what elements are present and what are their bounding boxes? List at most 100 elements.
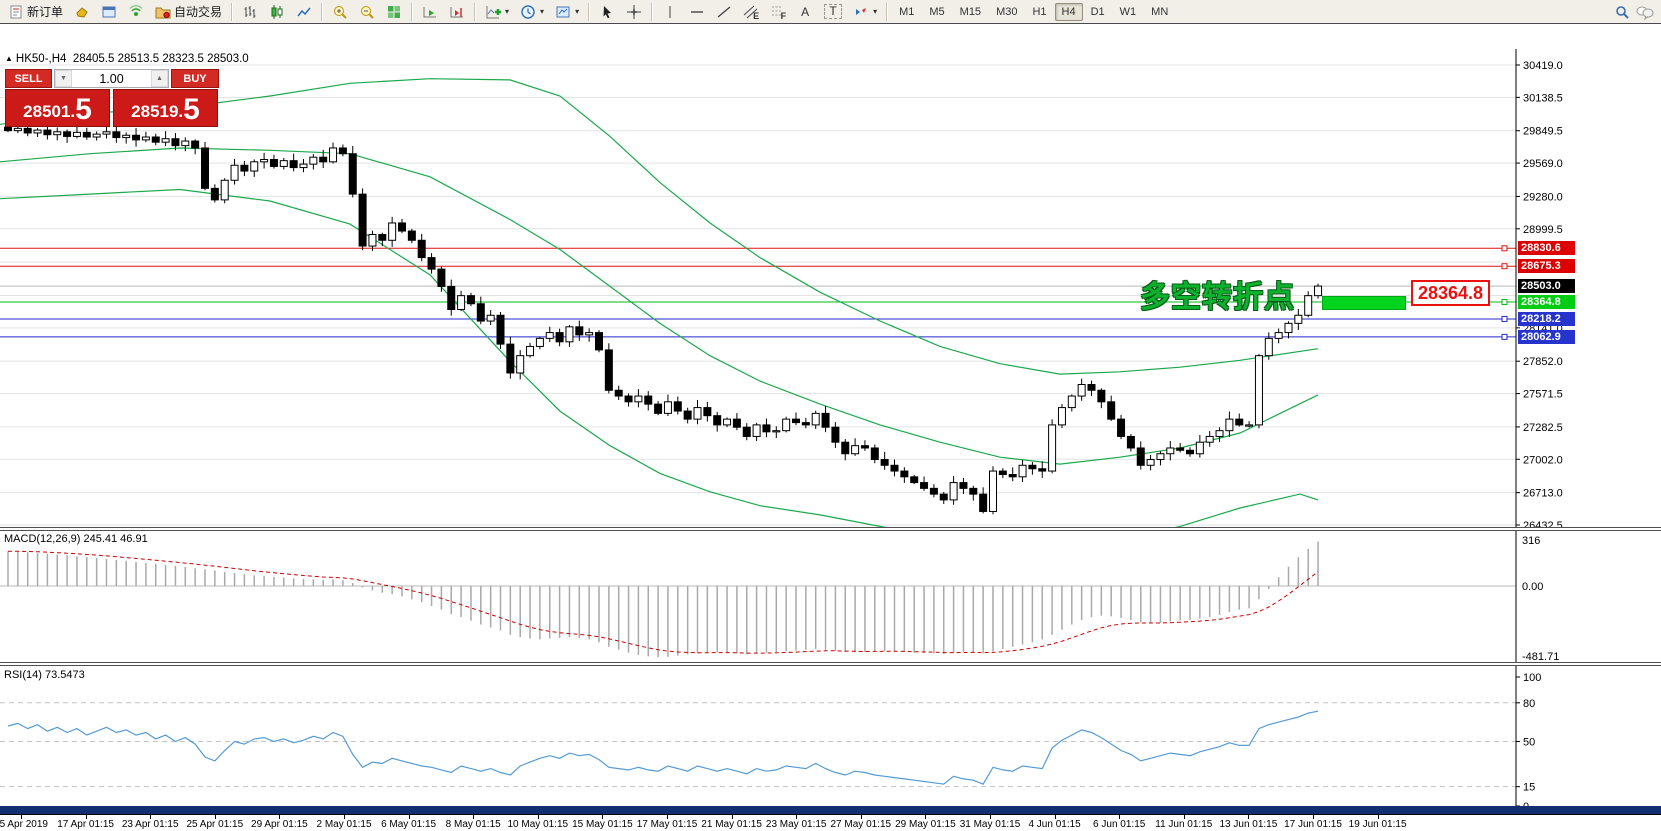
text-button[interactable]: A xyxy=(792,1,818,23)
annotation-price-label[interactable]: 28364.8 xyxy=(1411,280,1491,306)
timeframe-button-M30[interactable]: M30 xyxy=(996,5,1018,18)
price-chart-pane[interactable]: 30419.0 30138.5 29849.5 29569.0 29280.0 28999… xyxy=(0,49,1661,527)
annotation-text[interactable]: 多空转折点 xyxy=(1140,281,1295,314)
equidistant-channel-button[interactable]: E xyxy=(738,1,764,23)
date-label: 2 May 01:15 xyxy=(316,819,372,830)
toolbar-separator xyxy=(588,2,591,21)
annotation-highlight-rect[interactable] xyxy=(1322,296,1406,310)
market-watch-button[interactable] xyxy=(69,1,95,23)
arrows-dropdown-caret[interactable]: ▾ xyxy=(873,7,878,16)
cursor-button[interactable] xyxy=(594,1,620,23)
candle-body xyxy=(289,160,298,169)
axis-label: 28999.5 xyxy=(1523,224,1563,236)
indicators-dropdown-caret[interactable]: ▾ xyxy=(505,7,510,16)
bar-chart-button[interactable] xyxy=(237,1,263,23)
templates-dropdown-caret[interactable]: ▾ xyxy=(575,7,580,16)
zoom-in-button[interactable] xyxy=(327,1,353,23)
signals-button[interactable] xyxy=(123,1,149,23)
candle-body xyxy=(693,407,702,420)
chart-shift-button[interactable] xyxy=(444,1,470,23)
sell-price-box[interactable]: 28501. 5 xyxy=(5,89,110,127)
candle-body xyxy=(683,410,692,420)
price-tag[interactable]: 28830.6 xyxy=(1518,241,1575,256)
rsi-pane[interactable]: 1008050150 xyxy=(0,666,1661,814)
candle-body xyxy=(604,349,613,391)
timeframe-button-W1[interactable]: W1 xyxy=(1119,5,1137,18)
collapse-arrow-icon[interactable]: ▲ xyxy=(5,54,13,63)
price-tag[interactable]: 28503.0 xyxy=(1518,279,1575,294)
volume-down-button[interactable]: ▼ xyxy=(55,70,72,87)
text-label-icon: T xyxy=(824,4,843,19)
pane-separator[interactable] xyxy=(0,527,1661,531)
vertical-line-button[interactable] xyxy=(657,1,683,23)
volume-stepper: ▼ 1.00 ▲ xyxy=(54,69,169,88)
axis-label: 30138.5 xyxy=(1523,92,1563,104)
timeframe-button-H1[interactable]: H1 xyxy=(1032,5,1047,18)
candle-body xyxy=(654,403,663,414)
indicators-button[interactable]: ▾ xyxy=(480,1,514,23)
arrows-button[interactable]: ▾ xyxy=(848,1,882,23)
price-tag[interactable]: 28062.9 xyxy=(1518,329,1575,344)
candle-body xyxy=(742,426,751,437)
fibonacci-button[interactable]: F xyxy=(765,1,791,23)
auto-scroll-button[interactable] xyxy=(417,1,443,23)
equidistant-channel-icon: E xyxy=(743,4,759,20)
toolbar-separator xyxy=(474,2,477,21)
templates-button[interactable]: ▾ xyxy=(550,1,584,23)
candle-chart-button[interactable] xyxy=(264,1,290,23)
buy-price-box[interactable]: 28519. 5 xyxy=(113,89,218,127)
date-label: 17 May 01:15 xyxy=(636,819,698,830)
candle-body xyxy=(870,447,879,461)
level-handle xyxy=(1501,315,1508,322)
date-label: 19 Jun 01:15 xyxy=(1348,819,1407,830)
buy-button[interactable]: BUY xyxy=(171,69,219,88)
date-axis[interactable]: 15 Apr 2019 17 Apr 01:15 23 Apr 01:15 25 Ap… xyxy=(0,814,1661,831)
date-label: 23 Apr 01:15 xyxy=(121,819,179,830)
timeframe-button-M15[interactable]: M15 xyxy=(959,5,982,18)
pane-separator[interactable] xyxy=(0,662,1661,666)
candle-body xyxy=(526,345,535,357)
timeframe-button-M5[interactable]: M5 xyxy=(929,5,945,18)
candle-body xyxy=(171,138,180,147)
candle-body xyxy=(72,131,81,137)
line-chart-icon xyxy=(296,4,312,20)
tile-windows-icon xyxy=(386,4,402,20)
line-chart-button[interactable] xyxy=(291,1,317,23)
periods-dropdown-caret[interactable]: ▾ xyxy=(540,7,545,16)
tile-windows-button[interactable] xyxy=(381,1,407,23)
chat-icon[interactable] xyxy=(1636,4,1654,20)
volume-input[interactable]: 1.00 xyxy=(99,71,124,86)
timeframe-button-H4[interactable]: H4 xyxy=(1054,2,1083,21)
trendline-button[interactable] xyxy=(711,1,737,23)
candle-body xyxy=(900,470,909,478)
zoom-out-button[interactable] xyxy=(354,1,380,23)
price-tag[interactable]: 28218.2 xyxy=(1518,311,1575,326)
terminal-button[interactable] xyxy=(96,1,122,23)
ohlc-values: 28405.5 28513.5 28323.5 28503.0 xyxy=(72,53,249,65)
candle-body xyxy=(1117,418,1126,437)
horizontal-line-button[interactable] xyxy=(684,1,710,23)
crosshair-button[interactable] xyxy=(621,1,647,23)
autotrade-button[interactable]: 自动交易 xyxy=(150,1,227,23)
volume-up-button[interactable]: ▲ xyxy=(151,70,168,87)
candle-body xyxy=(703,407,712,417)
macd-pane[interactable]: 316 0.00 -481.71 xyxy=(0,531,1661,662)
text-label-button[interactable]: T xyxy=(819,1,847,23)
axis-label: 80 xyxy=(1523,698,1535,710)
candle-body xyxy=(210,187,219,201)
timeframe-button-M1[interactable]: M1 xyxy=(899,5,915,18)
candle-body xyxy=(53,131,62,136)
price-tag[interactable]: 28364.8 xyxy=(1518,295,1575,310)
periods-button[interactable]: ▾ xyxy=(515,1,549,23)
search-icon[interactable] xyxy=(1614,4,1630,20)
sell-button[interactable]: SELL xyxy=(5,69,52,88)
new-order-button[interactable]: 新订单 xyxy=(3,1,68,23)
candle-body xyxy=(1304,295,1313,316)
candle-body xyxy=(595,332,603,351)
candle-body xyxy=(279,160,288,167)
price-tag[interactable]: 28675.3 xyxy=(1518,259,1575,274)
chart-window: ▲ HK50-,H4 28405.5 28513.5 28323.5 28503.… xyxy=(0,24,1661,831)
timeframe-button-D1[interactable]: D1 xyxy=(1090,5,1105,18)
candle-body xyxy=(545,332,554,339)
timeframe-button-MN[interactable]: MN xyxy=(1151,5,1169,18)
